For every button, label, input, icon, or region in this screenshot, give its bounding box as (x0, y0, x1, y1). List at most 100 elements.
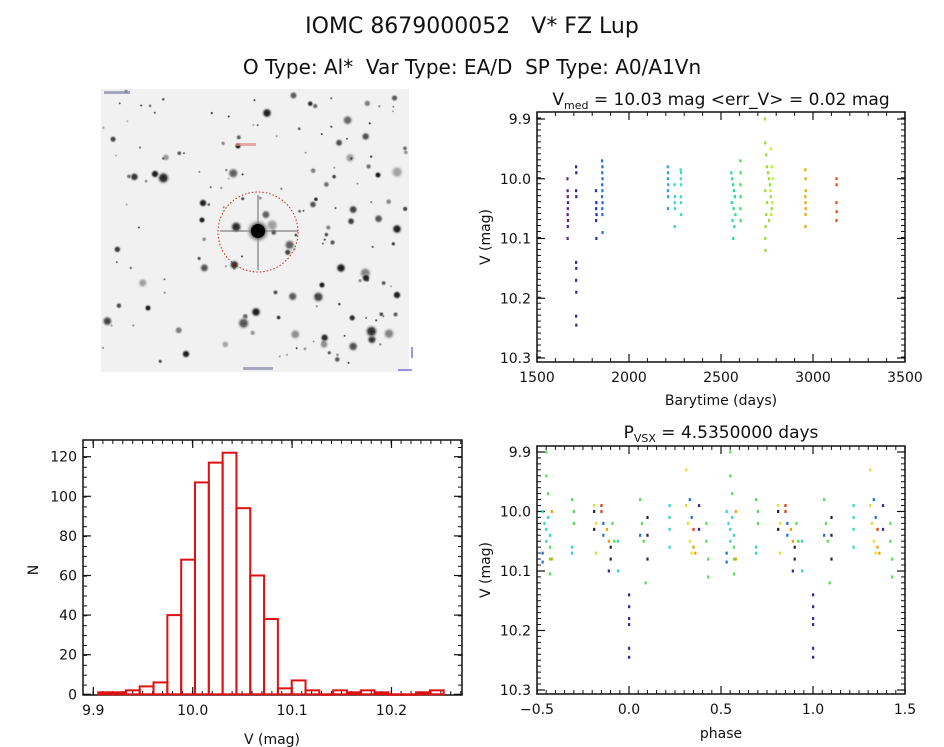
light-curve-point (764, 237, 767, 240)
light-curve-point (764, 189, 767, 193)
phase-plot-point (545, 527, 548, 531)
histogram-ytick-label: 0 (68, 687, 77, 703)
field-star (297, 208, 303, 214)
field-star (313, 196, 319, 203)
light-curve-point (731, 183, 735, 187)
field-star (302, 346, 308, 352)
phase-plot-point (812, 617, 815, 621)
field-star (329, 96, 333, 100)
histogram-bar (193, 481, 210, 696)
histogram-bar (415, 691, 431, 696)
light-curve-point (733, 225, 736, 229)
phase-plot-point (725, 560, 728, 564)
light-curve-point (673, 201, 676, 205)
phase-plot-point (628, 617, 631, 621)
phase-plot-point (729, 450, 732, 454)
light-curve-point (770, 207, 773, 211)
phase-plot-point (613, 539, 616, 543)
light-curve-point (673, 195, 677, 199)
phase-plot-point (784, 504, 787, 508)
light-curve-point (575, 189, 578, 193)
field-star (401, 145, 409, 152)
phase-plot-point (548, 533, 552, 537)
phase-plot-ytick-label: 10.2 (500, 624, 531, 640)
phase-plot-point (874, 551, 877, 555)
phase-plot-point (789, 527, 793, 531)
light-curve-point (804, 189, 807, 193)
phase-plot-point (548, 545, 552, 549)
field-star (333, 206, 338, 210)
light-curve-point (566, 207, 569, 211)
field-star (220, 339, 230, 349)
field-star (275, 314, 282, 321)
phase-plot-point (734, 557, 737, 561)
light-curve-point (601, 177, 604, 181)
light-curve-axes-frame (536, 111, 906, 363)
histogram-bar (290, 679, 307, 696)
phase-plot-point (541, 510, 544, 513)
light-curve-point (765, 213, 768, 217)
field-star (374, 318, 378, 323)
light-curve-point (566, 237, 569, 240)
light-curve-point (680, 183, 683, 187)
light-curve-point (594, 189, 598, 193)
light-curve-point (680, 213, 683, 217)
light-curve-point (679, 195, 682, 199)
phase-plot-xtick-label: 1.5 (894, 702, 916, 718)
phase-plot-point (852, 527, 855, 531)
histogram-xtick-label: 9.9 (82, 703, 104, 719)
phase-plot-ytick-label: 10.0 (500, 505, 531, 521)
field-star (125, 173, 132, 180)
phase-plot-point (685, 468, 688, 472)
light-curve-point (601, 189, 604, 193)
light-curve-point (731, 219, 734, 223)
phase-plot-point (690, 551, 693, 555)
light-curve-point (804, 207, 807, 211)
field-star (308, 199, 318, 209)
phase-plot-point (812, 605, 815, 609)
phase-plot-point (543, 521, 546, 525)
phase-plot-point (692, 527, 695, 531)
light-curve-point (734, 213, 737, 217)
phase-plot-point (732, 533, 736, 537)
light-curve-point (566, 189, 569, 193)
phase-plot-point (878, 551, 881, 555)
field-star (224, 168, 229, 172)
light-curve-point (674, 207, 677, 211)
phase-plot-ylabel: V (mag) (478, 542, 494, 598)
target-circle (217, 191, 299, 273)
field-star (210, 111, 214, 115)
phase-plot-point (891, 575, 894, 579)
field-star (329, 239, 336, 246)
light-curve-point (835, 201, 838, 205)
phase-plot-point (729, 539, 732, 543)
field-star (136, 277, 149, 289)
light-curve-point (739, 183, 742, 187)
histogram-xlabel: V (mag) (244, 732, 300, 747)
field-star (378, 311, 385, 318)
phase-plot-point (795, 521, 798, 525)
light-curve-point (575, 260, 578, 264)
phase-plot-point (754, 545, 758, 549)
histogram-bar (249, 574, 266, 696)
field-star (389, 164, 405, 180)
phase-plot-point (644, 581, 647, 585)
field-star (162, 277, 167, 281)
histogram-ytick-label: 60 (59, 569, 77, 585)
light-curve-point (804, 177, 807, 181)
light-curve-point (595, 201, 598, 205)
light-curve-point (575, 290, 578, 294)
field-star (360, 131, 371, 142)
light-curve-xtick-label: 3000 (795, 370, 831, 386)
phase-plot-point (545, 539, 548, 543)
light-curve-point (679, 168, 682, 172)
phase-plot-point (616, 539, 620, 543)
field-star (343, 334, 347, 338)
phase-plot-xtick-label: 0.5 (710, 702, 732, 718)
field-star (260, 209, 272, 221)
phase-plot-point (881, 527, 885, 531)
light-curve-point (835, 210, 838, 214)
field-star (285, 353, 289, 357)
field-star (302, 209, 306, 213)
phase-plot-point (732, 545, 736, 549)
